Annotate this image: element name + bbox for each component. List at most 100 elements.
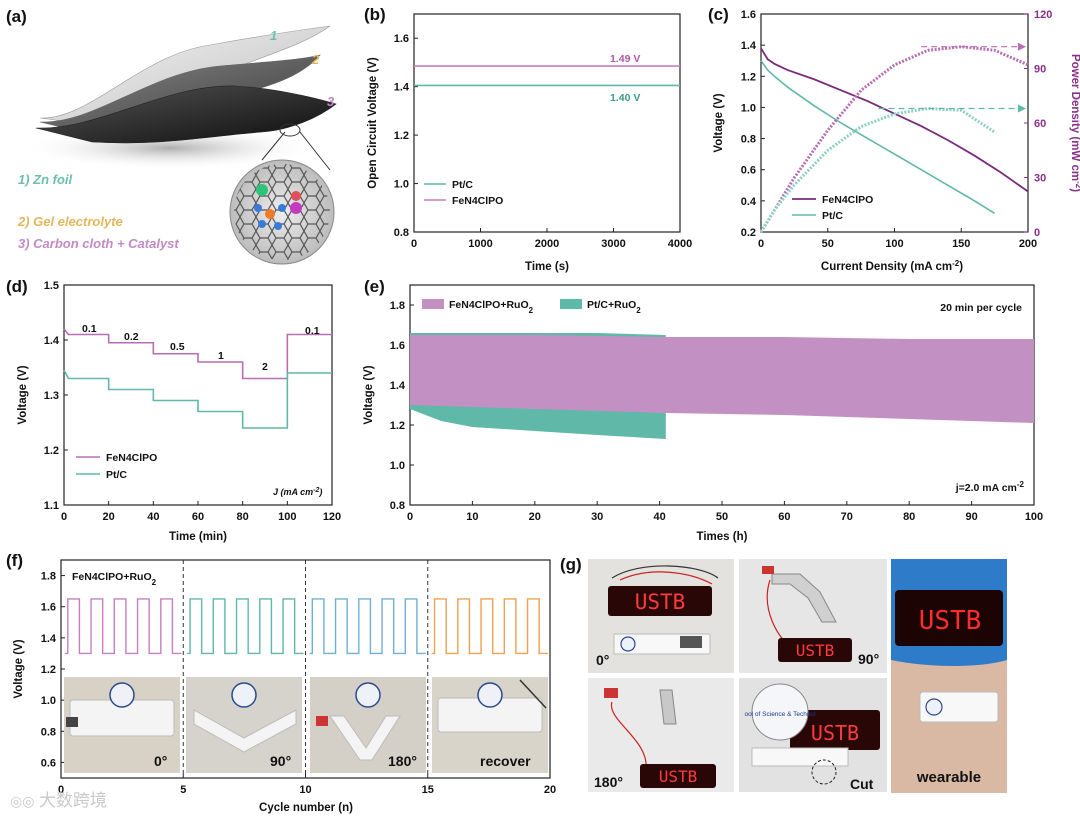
y-axis-ticks: 0.6 0.8 1.0 1.2 1.4 1.6 1.8	[41, 571, 65, 769]
led-text: USTB	[635, 590, 686, 614]
legend-ptc-ruo2: Pt/C+RuO2	[587, 299, 641, 315]
photo-g-180deg: USTB 180°	[588, 678, 734, 792]
series-ptc	[63, 369, 332, 429]
school-logo	[620, 636, 636, 652]
y-tick-label: 1.1	[44, 500, 59, 512]
current-label: 0.1	[305, 325, 320, 337]
y-tick-label: 1.6	[390, 340, 405, 352]
panel-e-cycling-chart: 0 10 20 30 40 50 60 70 80 90 100 0.8 1.0 1.2 1.4 1.6 1.…	[363, 284, 1043, 543]
x-tick-label: 30	[591, 511, 603, 523]
x-tick-label: 0	[411, 238, 417, 250]
y-tick-label: 1.4	[41, 633, 57, 645]
school-logo	[355, 682, 381, 708]
series-fen4clpo-power	[759, 45, 1029, 233]
photo-caption-180deg: 180°	[388, 753, 417, 769]
legend-ptc: Pt/C	[106, 469, 127, 481]
n-atom	[258, 220, 266, 228]
y-tick-label: 1.0	[390, 460, 405, 472]
wire	[619, 571, 713, 585]
current-unit-label: J (mA cm-2)	[273, 487, 322, 498]
current-density-note: j=2.0 mA cm-2	[955, 480, 1025, 495]
x-tick-label: 20	[529, 511, 541, 523]
series-ptc-power	[759, 106, 996, 233]
y2-axis-label: Power Density (mW cm-2)	[1069, 54, 1080, 192]
photo-caption-recover: recover	[480, 753, 531, 769]
cut-marker	[811, 759, 837, 785]
panel-label-g: (g)	[560, 555, 582, 574]
photo-recover: recover	[432, 677, 548, 773]
panel-c-polarization-chart: 0 50 100 150 200 0.2 0.4 0.6 0.8 1.0 1.2 1.4 1.6 0 3…	[713, 9, 1080, 273]
arrow-fen4clpo	[1018, 42, 1026, 51]
series-90deg	[187, 598, 304, 655]
series-fen4clpo-voltage	[760, 47, 1029, 193]
x-tick-label: 80	[237, 511, 249, 523]
panel-label-e: (e)	[364, 277, 385, 296]
annotation-1-40v: 1.40 V	[610, 92, 640, 104]
current-label: 0.1	[82, 323, 97, 335]
x-axis-label: Cycle number (n)	[259, 802, 353, 814]
y-axis-label: Voltage (V)	[13, 639, 25, 698]
caption-gel-electrolyte: 2) Gel electrolyte	[17, 214, 123, 229]
y2-tick-label: 0	[1034, 227, 1040, 239]
y-tick-label: 0.8	[41, 726, 56, 738]
photo-g-0deg: USTB 0°	[588, 559, 734, 673]
panel-d-rate-chart: 0 20 40 60 80 100 120 1.1 1.2 1.3 1.4 1.5 0.1 0.2 …	[17, 280, 341, 543]
series-fen4clpo	[63, 328, 332, 380]
current-label: 1	[218, 350, 224, 362]
legend-ptc: Pt/C	[452, 179, 473, 191]
x-tick-label: 100	[1025, 511, 1043, 523]
x-tick-label: 60	[192, 511, 204, 523]
series-recover	[431, 598, 548, 655]
panel-b-ocv-chart: 0 1000 2000 3000 4000 0.8 1.0 1.2 1.4 1.6 1.49 V…	[367, 13, 692, 273]
x-tick-label: 20	[544, 784, 556, 796]
y-tick-label: 1.2	[41, 664, 56, 676]
y-axis-label: Open Circuit Voltage (V)	[367, 57, 379, 189]
g-caption-wearable: wearable	[916, 769, 981, 786]
caption-carbon-cloth: 3) Carbon cloth + Catalyst	[18, 236, 179, 251]
y-tick-label: 1.0	[41, 695, 56, 707]
legend-fen4clpo: FeN4ClPO	[106, 452, 157, 464]
school-logo	[925, 698, 943, 716]
x-axis-ticks: 0 10 20 30 40 50 60 70 80 90 100	[407, 501, 1043, 523]
photo-g-cut: USTB ool of Science & Technol Cut	[739, 678, 887, 792]
x-tick-label: 5	[180, 784, 186, 796]
y2-tick-label: 60	[1034, 118, 1046, 130]
wire-clip	[66, 717, 78, 727]
current-label: 2	[262, 361, 268, 373]
arrow-ptc	[1018, 104, 1026, 113]
layer-number-3: 3	[327, 94, 335, 109]
zoom-lines	[261, 131, 331, 171]
n-atom	[278, 204, 286, 212]
series-0deg	[65, 598, 182, 655]
y-tick-label: 1.4	[44, 335, 60, 347]
y-tick-label: 1.0	[394, 179, 409, 191]
x-tick-label: 120	[323, 511, 341, 523]
x-tick-label: 40	[147, 511, 159, 523]
current-density-labels: 0.1 0.2 0.5 1 2 0.1	[82, 323, 320, 373]
caption-zn-foil: 1) Zn foil	[18, 172, 73, 187]
wire-clip	[316, 716, 328, 726]
y-tick-label: 1.6	[394, 33, 409, 45]
y-tick-label: 0.6	[41, 757, 56, 769]
y-axis-label: Voltage (V)	[363, 365, 375, 424]
n-atom	[274, 222, 282, 230]
annotation-1-49v: 1.49 V	[610, 53, 640, 65]
x-axis-label: Times (h)	[697, 531, 748, 543]
led-badge	[895, 590, 1003, 646]
legend-fen4clpo: FeN4ClPO	[452, 195, 503, 207]
cycle-note: 20 min per cycle	[940, 302, 1022, 314]
x-tick-label: 0	[58, 784, 64, 796]
y-tick-label: 1.2	[44, 445, 59, 457]
y-axis-label: Voltage (V)	[713, 93, 725, 152]
n-atom	[254, 204, 262, 212]
x-axis-label: Time (s)	[525, 261, 569, 273]
y-tick-label: 0.8	[741, 134, 756, 146]
y-tick-label: 0.8	[394, 227, 409, 239]
x-tick-label: 80	[903, 511, 915, 523]
y2-tick-label: 30	[1034, 173, 1046, 185]
panel-label-d: (d)	[6, 277, 28, 296]
photo-0deg: 0°	[64, 677, 180, 773]
panel-g-photos: USTB 0° USTB 90° USTB 180° US	[588, 559, 1007, 793]
legend-fen4clpo: FeN4ClPO	[822, 194, 873, 206]
